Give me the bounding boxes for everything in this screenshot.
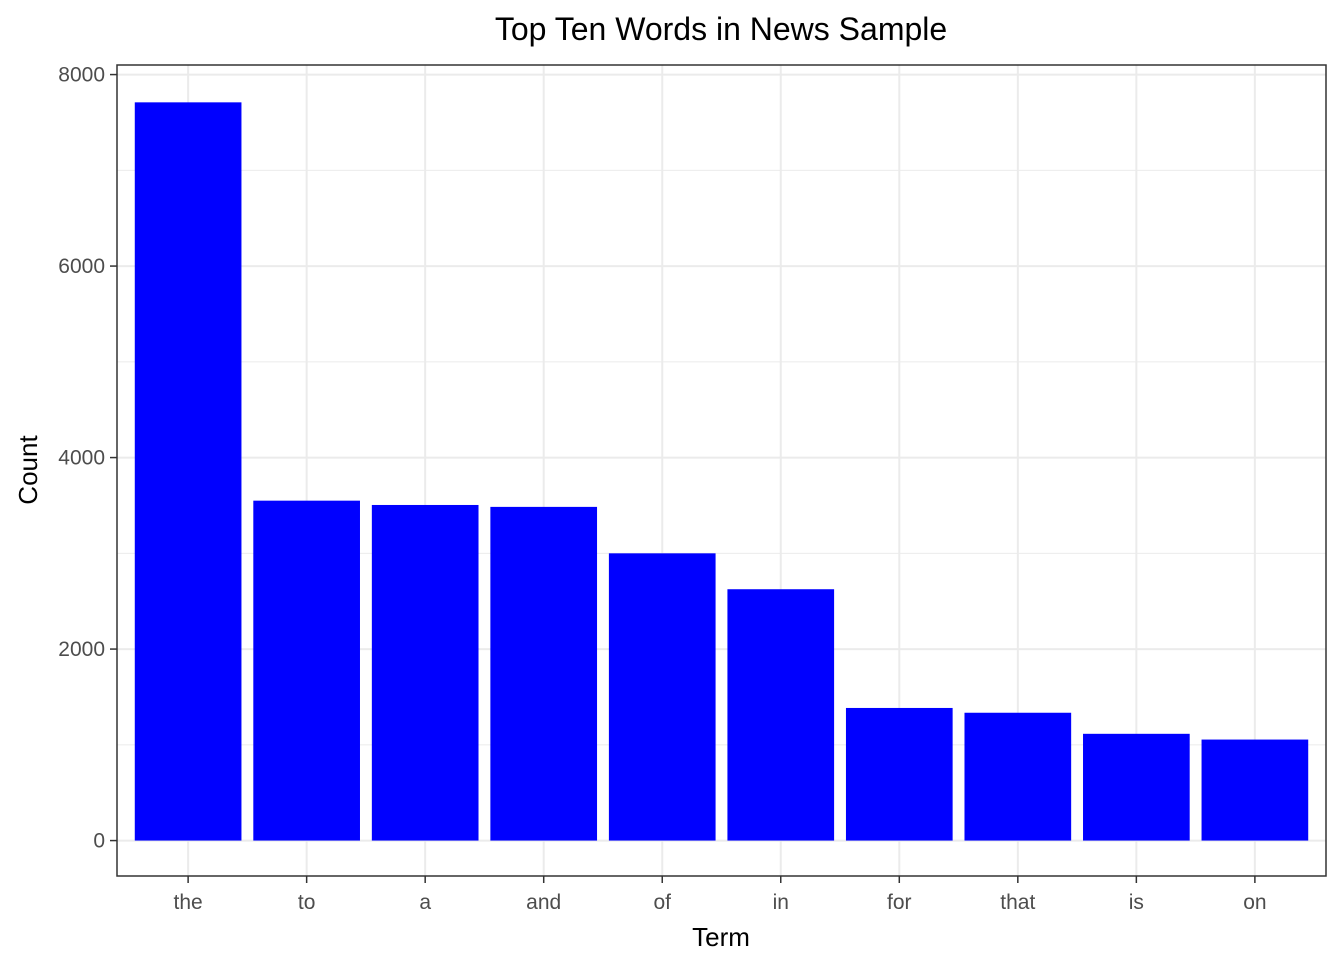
bar-to <box>253 500 360 841</box>
x-axis-title: Term <box>692 922 750 952</box>
y-tick-label: 0 <box>93 830 105 853</box>
bar-of <box>608 553 716 841</box>
x-tick-label: in <box>773 891 789 914</box>
x-tick-label: of <box>653 891 671 914</box>
y-tick-label: 6000 <box>58 255 105 278</box>
x-axis: the to a and of in for that is on <box>174 876 1267 914</box>
bars <box>134 102 1309 841</box>
x-tick-label: is <box>1129 891 1144 914</box>
bar-in <box>727 589 835 841</box>
y-axis: 0 2000 4000 6000 8000 <box>58 64 117 853</box>
x-tick-label: for <box>887 891 912 914</box>
chart-title: Top Ten Words in News Sample <box>495 11 947 47</box>
x-tick-label: the <box>174 891 203 914</box>
x-tick-label: and <box>526 891 561 914</box>
bar-on <box>1201 739 1309 841</box>
x-tick-label: that <box>1000 891 1035 914</box>
y-tick-label: 8000 <box>58 64 105 87</box>
y-tick-label: 4000 <box>58 447 105 470</box>
x-tick-label: a <box>419 891 431 914</box>
bar-and <box>490 506 598 841</box>
bar-a <box>371 504 479 841</box>
bar-that <box>964 712 1072 841</box>
x-tick-label: on <box>1243 891 1266 914</box>
bar-is <box>1083 733 1190 841</box>
panel-border <box>116 64 1327 877</box>
bar-for <box>845 707 953 841</box>
x-tick-label: to <box>298 891 316 914</box>
y-tick-label: 2000 <box>58 638 105 661</box>
bar-the <box>134 102 242 841</box>
y-axis-title: Count <box>13 435 43 505</box>
